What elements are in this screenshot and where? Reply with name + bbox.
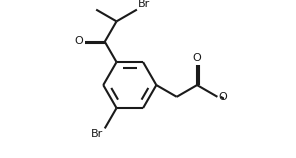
Text: O: O <box>75 36 83 46</box>
Text: O: O <box>219 92 227 102</box>
Text: O: O <box>193 53 202 63</box>
Text: Br: Br <box>138 0 150 9</box>
Text: Br: Br <box>91 129 103 139</box>
